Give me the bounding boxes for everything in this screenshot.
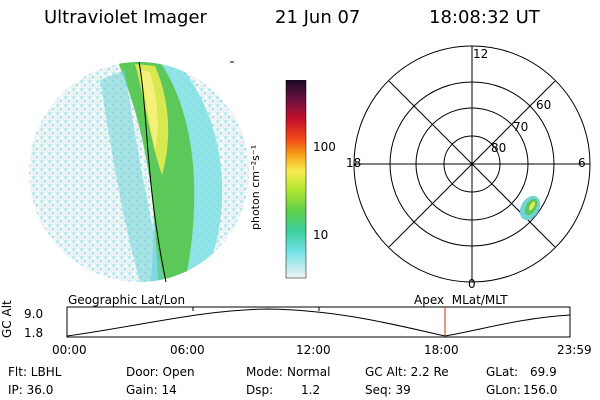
status-dsp-label: Dsp: [246, 383, 274, 397]
colorbar-tick-10: 10 [313, 228, 329, 242]
app-title: Ultraviolet Imager [44, 7, 207, 28]
y-tick-low: 1.8 [24, 326, 44, 340]
color-scale-bar [285, 80, 307, 279]
mlt-label-6: 6 [578, 156, 586, 170]
colorbar-tick-100: 100 [313, 140, 336, 154]
status-mode-value: Normal [287, 365, 331, 379]
lat-label-70: 70 [513, 120, 529, 134]
date-label: 21 Jun 07 [275, 7, 361, 28]
terminator-line [138, 61, 167, 283]
mlt-label-12: 12 [473, 47, 489, 61]
x-tick-0600: 06:00 [170, 343, 205, 357]
mlt-label-0: 0 [468, 277, 476, 291]
lat-label-80: 80 [491, 141, 507, 155]
polar-diag-2 [388, 80, 556, 248]
status-glat-label: GLat: [486, 365, 519, 379]
status-filter: Flt: LBHL [8, 365, 62, 379]
status-dsp-value: 1.2 [301, 383, 321, 397]
timeline-frame [66, 306, 571, 338]
timeline-left-title: Geographic Lat/Lon [68, 293, 186, 307]
aurora-spot [519, 195, 541, 221]
status-glat-value: 69.9 [530, 365, 557, 379]
uv-image-disk [29, 62, 249, 282]
status-glon-value: 156.0 [523, 383, 558, 397]
status-door: Door: Open [126, 365, 195, 379]
x-tick-0000: 00:00 [52, 343, 87, 357]
timeline-right-title: Apex MLat/MLT [414, 293, 508, 307]
y-tick-high: 9.0 [24, 307, 44, 321]
time-label: 18:08:32 UT [429, 7, 540, 28]
x-tick-2359: 23:59 [557, 343, 592, 357]
x-tick-1200: 12:00 [296, 343, 331, 357]
status-gain: Gain: 14 [126, 383, 177, 397]
altitude-curve [66, 308, 571, 337]
status-glon-label: GLon: [486, 383, 521, 397]
status-mode-label: Mode: [246, 365, 283, 379]
x-tick-1800: 18:00 [424, 343, 459, 357]
mlt-label-18: 18 [346, 156, 362, 170]
status-gc-alt: GC Alt: 2.2 Re [365, 365, 449, 379]
lat-label-60: 60 [536, 98, 552, 112]
status-ip: IP: 36.0 [8, 383, 54, 397]
status-seq: Seq: 39 [365, 383, 411, 397]
